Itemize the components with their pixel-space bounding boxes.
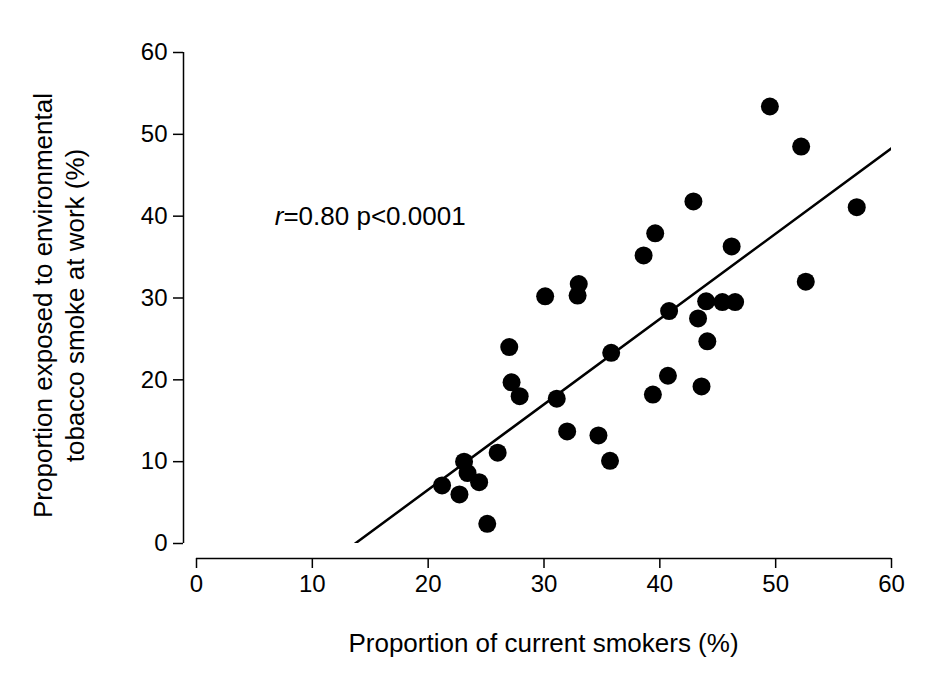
- svg-text:20: 20: [415, 570, 442, 597]
- svg-text:Proportion of current smokers: Proportion of current smokers (%): [348, 628, 738, 658]
- svg-text:10: 10: [141, 447, 168, 474]
- svg-text:50: 50: [762, 570, 789, 597]
- svg-text:r=0.80 p<0.0001: r=0.80 p<0.0001: [275, 201, 466, 231]
- svg-text:60: 60: [878, 570, 905, 597]
- svg-text:40: 40: [646, 570, 673, 597]
- svg-text:30: 30: [531, 570, 558, 597]
- svg-text:0: 0: [154, 529, 167, 556]
- svg-text:60: 60: [141, 38, 168, 65]
- svg-text:30: 30: [141, 284, 168, 311]
- svg-text:10: 10: [299, 570, 326, 597]
- svg-text:40: 40: [141, 202, 168, 229]
- svg-text:0: 0: [190, 570, 203, 597]
- svg-text:Proportion exposed to environm: Proportion exposed to environmentaltobac…: [28, 93, 90, 518]
- svg-text:20: 20: [141, 366, 168, 393]
- svg-text:50: 50: [141, 120, 168, 147]
